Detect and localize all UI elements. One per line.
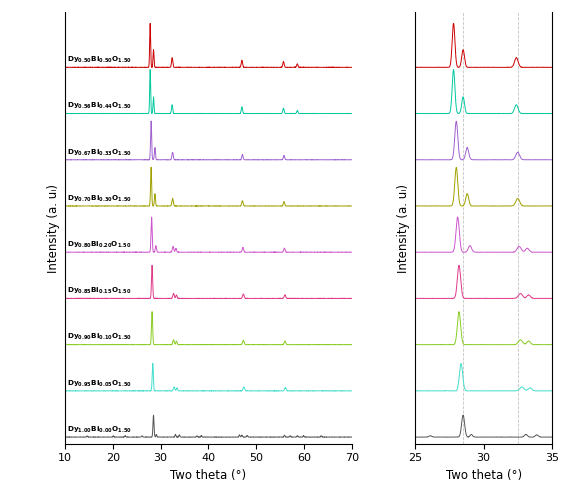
Y-axis label: Intensity (a. uᵢ): Intensity (a. uᵢ) <box>397 183 410 273</box>
Text: Dy$_{\mathregular{0.80}}$Bi$_{\mathregular{0.20}}$O$_{\mathregular{1.50}}$: Dy$_{\mathregular{0.80}}$Bi$_{\mathregul… <box>67 240 131 250</box>
X-axis label: Two theta (°): Two theta (°) <box>445 469 522 482</box>
Text: Dy$_{\mathregular{0.70}}$Bi$_{\mathregular{0.30}}$O$_{\mathregular{1.50}}$: Dy$_{\mathregular{0.70}}$Bi$_{\mathregul… <box>67 194 131 204</box>
Text: Dy$_{\mathregular{1.00}}$Bi$_{\mathregular{0.00}}$O$_{\mathregular{1.50}}$: Dy$_{\mathregular{1.00}}$Bi$_{\mathregul… <box>67 424 131 435</box>
Y-axis label: Intensity (a. uᵢ): Intensity (a. uᵢ) <box>46 183 59 273</box>
X-axis label: Two theta (°): Two theta (°) <box>170 469 247 482</box>
Text: Dy$_{\mathregular{0.85}}$Bi$_{\mathregular{0.15}}$O$_{\mathregular{1.50}}$: Dy$_{\mathregular{0.85}}$Bi$_{\mathregul… <box>67 286 131 296</box>
Text: Dy$_{\mathregular{0.50}}$Bi$_{\mathregular{0.50}}$O$_{\mathregular{1.50}}$: Dy$_{\mathregular{0.50}}$Bi$_{\mathregul… <box>67 55 131 65</box>
Text: Dy$_{\mathregular{0.56}}$Bi$_{\mathregular{0.44}}$O$_{\mathregular{1.50}}$: Dy$_{\mathregular{0.56}}$Bi$_{\mathregul… <box>67 101 131 111</box>
Text: Dy$_{\mathregular{0.67}}$Bi$_{\mathregular{0.33}}$O$_{\mathregular{1.50}}$: Dy$_{\mathregular{0.67}}$Bi$_{\mathregul… <box>67 147 131 158</box>
Text: Dy$_{\mathregular{0.95}}$Bi$_{\mathregular{0.05}}$O$_{\mathregular{1.50}}$: Dy$_{\mathregular{0.95}}$Bi$_{\mathregul… <box>67 379 131 388</box>
Text: Dy$_{\mathregular{0.90}}$Bi$_{\mathregular{0.10}}$O$_{\mathregular{1.50}}$: Dy$_{\mathregular{0.90}}$Bi$_{\mathregul… <box>67 332 131 343</box>
